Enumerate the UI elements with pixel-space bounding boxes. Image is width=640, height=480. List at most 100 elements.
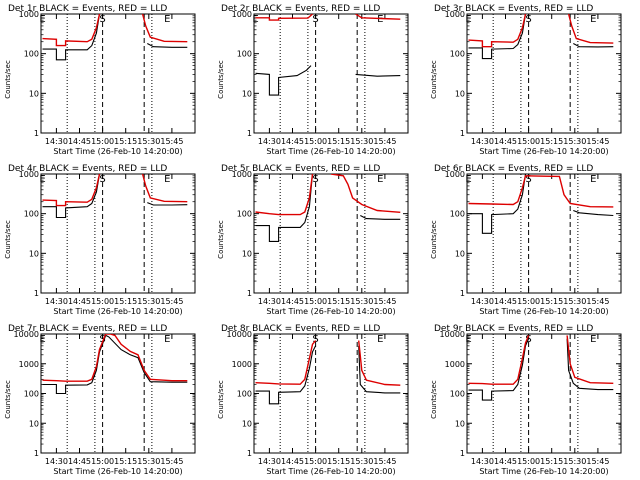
- events-series-line: [42, 14, 101, 61]
- x-tick-label: 14:45: [281, 457, 304, 466]
- y-axis-label: Counts/sec: [430, 220, 438, 259]
- x-axis-label: Start Time (26-Feb-10 14:20:00): [53, 147, 182, 156]
- plot-frame: [253, 173, 409, 294]
- y-tick-label: 1000: [232, 170, 252, 179]
- event-marker: S: [312, 334, 318, 345]
- y-tick-label: 1000: [232, 10, 252, 19]
- x-tick-label: 14:30: [471, 137, 494, 146]
- y-tick-label: 10: [29, 419, 39, 428]
- event-marker: E: [39, 334, 45, 345]
- y-tick-label: 1: [460, 289, 465, 298]
- x-tick-label: 14:30: [45, 297, 68, 306]
- x-axis-label: Start Time (26-Feb-10 14:20:00): [266, 147, 395, 156]
- events-series-line: [42, 174, 101, 219]
- chart-panel: Det 3r BLACK = Events, RED = LLD 1 10 100 10…: [430, 4, 622, 156]
- y-tick-label: 100: [24, 50, 39, 59]
- y-axis-label: Counts/sec: [217, 60, 225, 99]
- events-series-line: [468, 174, 527, 234]
- event-marker: E: [465, 174, 471, 185]
- y-axis-label: Counts/sec: [430, 60, 438, 99]
- x-tick-label: 15:00: [304, 137, 327, 146]
- x-tick-label: 15:15: [327, 457, 350, 466]
- lld-series-line: [255, 174, 314, 216]
- y-tick-label: 10: [455, 419, 465, 428]
- x-axis-label: Start Time (26-Feb-10 14:20:00): [479, 467, 608, 476]
- x-tick-label: 15:30: [563, 457, 586, 466]
- event-marker: E: [377, 14, 383, 25]
- x-axis-label: Start Time (26-Feb-10 14:20:00): [479, 147, 608, 156]
- y-tick-label: 100: [24, 210, 39, 219]
- y-tick-label: 100: [450, 50, 465, 59]
- x-tick-label: 15:45: [160, 297, 183, 306]
- y-tick-label: 10000: [227, 330, 252, 339]
- events-series-line: [255, 174, 314, 242]
- lld-series-line: [468, 175, 614, 208]
- chart-panel: Det 4r BLACK = Events, RED = LLD 1 10 100 10…: [4, 164, 196, 316]
- y-tick-label: 10: [242, 249, 252, 258]
- x-tick-label: 15:00: [517, 137, 540, 146]
- y-tick-label: 1000: [445, 10, 465, 19]
- y-tick-label: 1: [460, 129, 465, 138]
- y-tick-label: 1: [460, 449, 465, 458]
- x-tick-label: 15:45: [586, 297, 609, 306]
- x-axis-label: Start Time (26-Feb-10 14:20:00): [266, 307, 395, 316]
- x-tick-label: 14:45: [68, 137, 91, 146]
- x-tick-label: 15:00: [304, 457, 327, 466]
- x-tick-label: 14:30: [258, 457, 281, 466]
- plot-frame: [466, 333, 622, 454]
- x-tick-label: 15:45: [373, 457, 396, 466]
- y-tick-label: 1000: [445, 360, 465, 369]
- events-series-line: [566, 338, 614, 391]
- chart-panel: Det 1r BLACK = Events, RED = LLD 1 10 100 10…: [4, 4, 196, 156]
- x-tick-label: 14:45: [494, 137, 517, 146]
- x-tick-label: 15:00: [304, 297, 327, 306]
- events-series-line: [573, 43, 614, 48]
- x-axis-label: Start Time (26-Feb-10 14:20:00): [53, 307, 182, 316]
- x-tick-label: 14:30: [45, 137, 68, 146]
- events-series-line: [358, 345, 401, 394]
- events-series-line: [573, 209, 614, 217]
- event-marker: E: [164, 14, 170, 25]
- chart-panel: Det 6r BLACK = Events, RED = LLD 1 10 100 10…: [430, 164, 622, 316]
- x-axis-label: Start Time (26-Feb-10 14:20:00): [53, 467, 182, 476]
- chart-title: Det 4r BLACK = Events, RED = LLD: [8, 164, 167, 174]
- chart-title: Det 5r BLACK = Events, RED = LLD: [221, 164, 380, 174]
- y-tick-label: 10: [455, 89, 465, 98]
- event-marker: E: [465, 334, 471, 345]
- x-tick-label: 14:30: [258, 137, 281, 146]
- event-marker: E: [590, 14, 596, 25]
- y-tick-label: 1000: [232, 360, 252, 369]
- x-tick-label: 15:30: [350, 297, 373, 306]
- x-tick-label: 15:45: [160, 137, 183, 146]
- event-marker: E: [252, 14, 258, 25]
- y-tick-label: 10: [455, 249, 465, 258]
- x-tick-label: 15:00: [91, 297, 114, 306]
- y-tick-label: 10: [242, 89, 252, 98]
- x-tick-label: 15:00: [91, 137, 114, 146]
- y-axis-label: Counts/sec: [430, 380, 438, 419]
- x-tick-label: 15:45: [373, 297, 396, 306]
- plot-frame: [40, 173, 196, 294]
- x-axis-label: Start Time (26-Feb-10 14:20:00): [479, 307, 608, 316]
- event-marker: S: [99, 334, 105, 345]
- x-tick-label: 15:15: [114, 297, 137, 306]
- x-tick-label: 14:30: [258, 297, 281, 306]
- x-tick-label: 14:45: [494, 457, 517, 466]
- x-tick-label: 15:15: [327, 137, 350, 146]
- events-series-line: [468, 14, 527, 60]
- chart-title: Det 2r BLACK = Events, RED = LLD: [221, 4, 380, 14]
- chart-panel: Det 2r BLACK = Events, RED = LLD 1 10 100 10…: [217, 4, 409, 156]
- plot-frame: [253, 333, 409, 454]
- lld-series-line: [42, 14, 101, 47]
- event-marker: E: [164, 334, 170, 345]
- x-tick-label: 15:45: [160, 457, 183, 466]
- y-tick-label: 1: [34, 449, 39, 458]
- events-series-line: [468, 338, 530, 401]
- x-tick-label: 15:30: [137, 297, 160, 306]
- x-axis-label: Start Time (26-Feb-10 14:20:00): [266, 467, 395, 476]
- plot-frame: [466, 13, 622, 134]
- events-series-line: [255, 345, 317, 405]
- y-tick-label: 1000: [19, 360, 39, 369]
- x-tick-label: 15:45: [586, 457, 609, 466]
- x-tick-label: 14:45: [281, 137, 304, 146]
